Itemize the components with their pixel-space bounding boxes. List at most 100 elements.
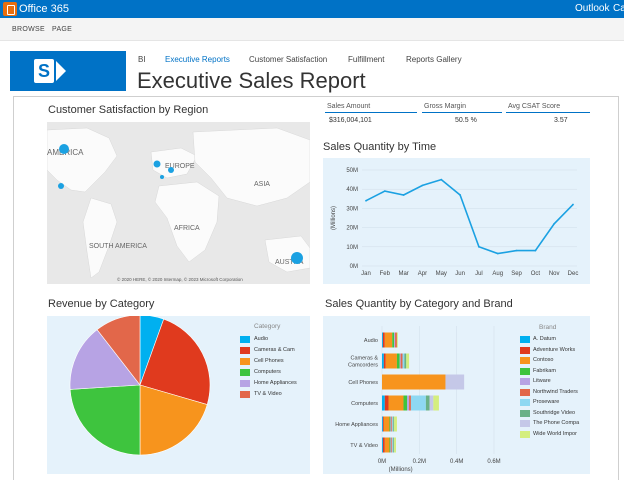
legend-swatch[interactable] (240, 358, 250, 365)
bar-segment (445, 374, 465, 390)
bar-segment (383, 416, 390, 432)
x-tick-label: 0.4M (450, 459, 463, 465)
legend-swatch[interactable] (520, 378, 530, 385)
bar-segment (393, 437, 395, 453)
legend-item[interactable]: Litware (533, 378, 551, 384)
bar-segment (383, 353, 386, 369)
legend-swatch[interactable] (520, 430, 530, 438)
asia-shape (192, 127, 310, 207)
card-label: Gross Margin (424, 103, 467, 110)
legend-swatch[interactable] (240, 369, 250, 376)
card-value-sales-amount: $316,004,101 (329, 117, 372, 124)
nav-item-executive-reports[interactable]: Executive Reports (165, 55, 230, 64)
nav-item-fulfillment[interactable]: Fulfillment (348, 55, 385, 64)
legend-item[interactable]: The Phone Compa (533, 420, 580, 426)
legend-item[interactable]: Computers (254, 369, 281, 375)
bar-segment (399, 353, 401, 369)
legend-swatch[interactable] (520, 346, 530, 354)
map-credit: © 2020 HERE, © 2020 Intermap, © 2023 Mic… (117, 276, 243, 282)
legend-item[interactable]: Wide World Impor (533, 430, 577, 437)
map-bubble[interactable] (58, 183, 64, 189)
pie-chart (69, 316, 211, 456)
legend-item[interactable]: Adventure Works (533, 346, 576, 353)
line-point (421, 184, 424, 187)
y-tick-label: Audio (364, 338, 378, 344)
card-label: Avg CSAT Score (508, 103, 561, 110)
legend-swatch[interactable] (520, 367, 530, 375)
satisfaction-map[interactable]: AMERICA EUROPE ASIA AFRICA SOUTH AMERICA… (47, 122, 310, 284)
map-bubble[interactable] (291, 252, 303, 264)
x-tick-label: Apr (418, 271, 427, 277)
card-divider (325, 112, 417, 113)
line-chart-title: Sales Quantity by Time (323, 141, 437, 153)
legend-item[interactable]: Southridge Video (533, 409, 576, 416)
y-tick-label: 30M (346, 206, 358, 212)
line-series (365, 178, 574, 255)
map-canvas: AMERICA EUROPE ASIA AFRICA SOUTH AMERICA… (47, 127, 310, 282)
legend-item[interactable]: A. Datum (533, 336, 556, 342)
legend-swatch[interactable] (520, 336, 530, 343)
map-bubble[interactable] (168, 167, 174, 173)
legend-item[interactable]: Cameras & Cam (254, 347, 295, 353)
map-bubble[interactable] (153, 160, 161, 168)
legend-swatch[interactable] (240, 380, 250, 387)
nav-item-bi[interactable]: BI (138, 55, 146, 64)
x-tick-label: Jul (475, 271, 483, 277)
bar-segment (384, 437, 390, 453)
card-value-avg-csat: 3.57 (554, 117, 568, 124)
legend-item[interactable]: TV & Video (254, 391, 282, 397)
legend-item[interactable]: Audio (254, 336, 269, 342)
bar-segment (402, 353, 405, 369)
bar-segment (392, 332, 395, 348)
x-tick-label: Sep (511, 271, 522, 277)
pie-chart-panel: Category Audio Cameras & Cam Cell Phones Co… (47, 316, 310, 474)
legend-item[interactable]: Northwind Traders (533, 388, 578, 395)
sharepoint-logo[interactable]: S (10, 51, 126, 91)
nav-item-customer-satisfaction[interactable]: Customer Satisfaction (249, 55, 328, 64)
bar-segment (382, 416, 384, 432)
bar-segment (433, 395, 439, 411)
legend-swatch[interactable] (240, 391, 250, 398)
card-value-gross-margin: 50.5 % (455, 117, 477, 124)
bar-segment (407, 395, 410, 411)
page-title: Executive Sales Report (137, 68, 366, 93)
legend-swatch[interactable] (520, 420, 530, 427)
y-tick-label: 40M (346, 187, 358, 193)
bar-segment (382, 353, 384, 369)
bar-segment (382, 332, 385, 348)
bar-segment (389, 437, 391, 453)
outlook-link[interactable]: Outlook (575, 3, 610, 14)
bar-segment (394, 332, 396, 348)
legend-swatch[interactable] (240, 336, 250, 343)
line-point (478, 245, 480, 248)
report-frame (13, 96, 619, 480)
map-bubble[interactable] (160, 175, 164, 179)
calendar-link[interactable]: Ca (613, 3, 624, 14)
legend-swatch[interactable] (520, 409, 530, 417)
bar-chart-title: Sales Quantity by Category and Brand (325, 298, 513, 310)
y-tick-label: Cell Phones (348, 380, 378, 386)
x-tick-label: 0.2M (413, 459, 426, 465)
line-point (534, 249, 537, 252)
legend-swatch[interactable] (520, 399, 530, 406)
legend-item[interactable]: Proseware (533, 399, 560, 405)
map-label-africa: AFRICA (174, 225, 200, 232)
bar-segment (385, 353, 397, 369)
office-logo-icon[interactable] (3, 2, 17, 16)
legend-item[interactable]: Home Appliances (254, 380, 297, 386)
bar-segment (382, 395, 385, 411)
nav-item-reports-gallery[interactable]: Reports Gallery (406, 55, 462, 64)
legend-item[interactable]: Fabrikam (533, 367, 556, 374)
legend-item[interactable]: Cell Phones (254, 358, 284, 364)
sharepoint-s-icon: S (34, 59, 54, 83)
map-bubble[interactable] (59, 144, 69, 154)
y-tick-label: 10M (346, 245, 358, 251)
legend-swatch[interactable] (520, 357, 530, 364)
tab-page[interactable]: PAGE (52, 26, 73, 33)
legend-swatch[interactable] (520, 388, 530, 396)
suite-title[interactable]: Office 365 (19, 3, 69, 15)
tab-browse[interactable]: BROWSE (12, 26, 45, 33)
legend-item[interactable]: Contoso (533, 357, 554, 363)
x-tick-label: Aug (492, 271, 503, 277)
legend-swatch[interactable] (240, 347, 250, 354)
